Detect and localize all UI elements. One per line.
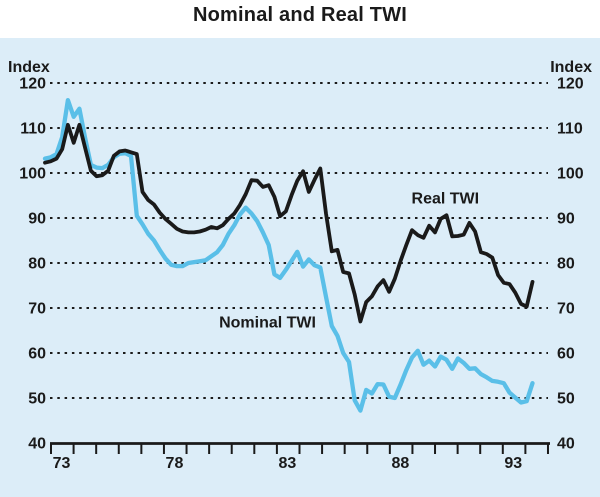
y-tick-label-right: 120 <box>557 76 584 93</box>
y-axis-unit-left: Index <box>8 59 50 76</box>
x-tick-label-83: 83 <box>279 455 297 472</box>
y-tick-label-left: 50 <box>28 391 46 408</box>
y-tick-label-left: 40 <box>28 436 46 453</box>
x-tick-label-73: 73 <box>53 455 71 472</box>
real-twi-line <box>43 122 535 324</box>
y-tick-label-left: 70 <box>28 301 46 318</box>
x-tick-label-78: 78 <box>166 455 184 472</box>
chart-title: Nominal and Real TWI <box>192 4 408 26</box>
y-tick-label-right: 40 <box>557 436 575 453</box>
series-label-nominal-twi: Nominal TWI <box>219 314 316 331</box>
y-tick-label-right: 80 <box>557 256 575 273</box>
y-tick-label-right: 90 <box>557 211 575 228</box>
y-tick-label-right: 100 <box>557 166 584 183</box>
x-tick-label-88: 88 <box>391 455 409 472</box>
y-tick-label-left: 60 <box>28 346 46 363</box>
y-axis-unit-right: Index <box>550 59 592 76</box>
y-tick-label-left: 100 <box>19 166 46 183</box>
y-tick-label-left: 120 <box>19 76 46 93</box>
y-tick-label-right: 70 <box>557 301 575 318</box>
y-tick-label-right: 50 <box>557 391 575 408</box>
y-tick-label-right: 60 <box>557 346 575 363</box>
panel-background <box>0 38 600 497</box>
y-tick-label-right: 110 <box>557 121 583 138</box>
y-tick-label-left: 110 <box>20 121 46 138</box>
nominal-twi-line <box>42 97 535 413</box>
y-tick-label-left: 90 <box>28 211 46 228</box>
x-tick-label-93: 93 <box>504 455 522 472</box>
y-tick-label-left: 80 <box>28 256 46 273</box>
series-label-real-twi: Real TWI <box>412 191 480 208</box>
